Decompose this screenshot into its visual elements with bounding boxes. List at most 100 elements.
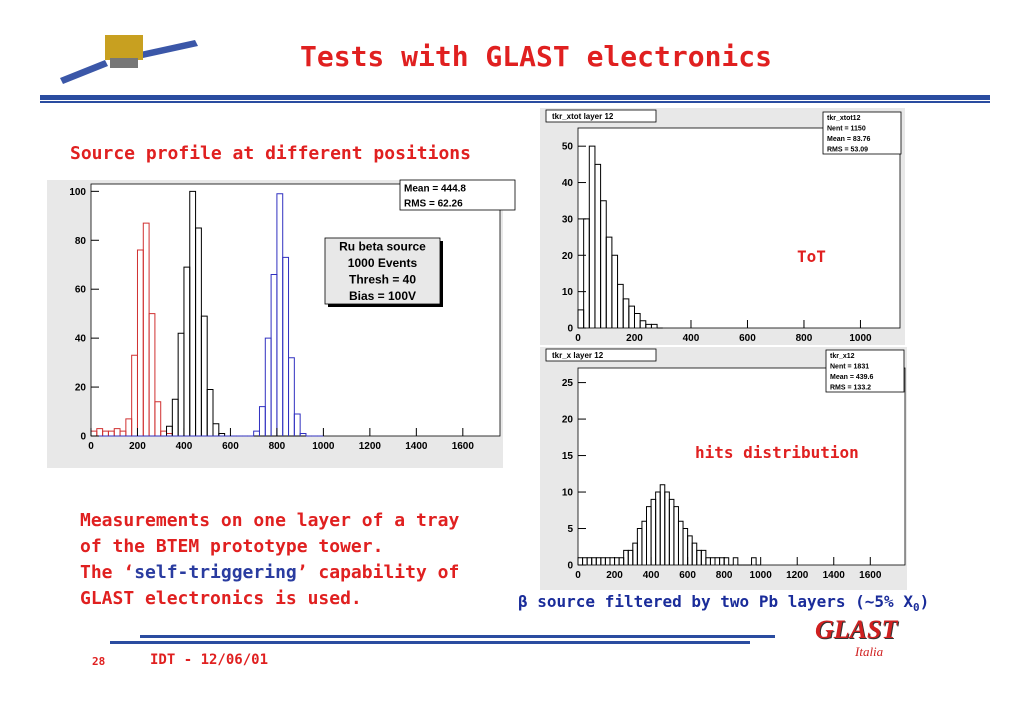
stats-line: Nent = 1150 (827, 125, 866, 132)
subscript: 0 (912, 601, 920, 615)
x-tick-label: 800 (716, 570, 733, 581)
plot-area (577, 367, 906, 566)
histogram-bin (751, 557, 757, 565)
title-box (545, 348, 657, 362)
x-tick-label: 800 (796, 333, 813, 344)
plot-area (90, 183, 501, 437)
histogram-bin (650, 323, 658, 328)
histogram-bin (148, 313, 156, 436)
histogram-bin (288, 357, 295, 436)
text: The ‘ (80, 562, 135, 583)
satellite-icon (60, 35, 198, 84)
y-tick-label: 0 (80, 432, 86, 443)
x-tick-label: 600 (739, 333, 756, 344)
footer-rule (140, 635, 775, 638)
annotation-line: Bias = 100V (349, 289, 416, 303)
y-tick-label: 0 (567, 561, 573, 572)
header-rule (40, 101, 990, 103)
x-tick-label: 200 (129, 441, 146, 452)
stats-line: RMS = 62.26 (404, 198, 463, 209)
y-tick-label: 50 (562, 142, 574, 153)
histogram-bin (212, 423, 220, 436)
text-line: GLAST electronics is used. (80, 588, 362, 609)
x-tick-label: 800 (269, 441, 286, 452)
stats-line: Nent = 1831 (830, 363, 869, 370)
y-tick-label: 20 (562, 415, 574, 426)
x-tick-label: 1000 (849, 333, 872, 344)
y-tick-label: 20 (562, 251, 574, 262)
histogram-bin (200, 315, 208, 436)
y-tick-label: 10 (562, 488, 574, 499)
y-tick-label: 20 (75, 383, 87, 394)
y-tick-label: 40 (562, 178, 574, 189)
caption: β source filtered by two Pb layers (~5% … (518, 592, 929, 614)
x-tick-label: 0 (575, 333, 581, 344)
y-tick-label: 15 (562, 451, 574, 462)
plot-area (577, 127, 901, 329)
x-tick-label: 600 (679, 570, 696, 581)
x-tick-label: 200 (606, 570, 623, 581)
x-tick-label: 400 (683, 333, 700, 344)
y-tick-label: 30 (562, 214, 574, 225)
text: ’ capability of (296, 562, 460, 583)
y-tick-label: 5 (567, 524, 573, 535)
footer-event: IDT - 12/06/01 (150, 652, 269, 668)
x-tick-label: 1200 (359, 441, 382, 452)
y-tick-label: 100 (69, 187, 86, 198)
annotation-box (324, 237, 441, 305)
histogram-chart: 0 5 10 15 20 25 0 200 400 600 800 1000 1200 1400 1600 t… (540, 347, 907, 590)
x-tick-label: 1400 (823, 570, 846, 581)
annotation-line: Thresh = 40 (349, 272, 416, 286)
y-tick-label: 80 (75, 236, 87, 247)
text: ) (919, 592, 930, 611)
annotation-line: Ru beta source (339, 239, 426, 253)
logo: GLAST (815, 615, 898, 644)
histogram-bin (299, 433, 307, 436)
plot-label: hits distribution (695, 443, 859, 462)
text-line: of the BTEM prototype tower. (80, 536, 384, 557)
text: β source filtered by two Pb layers (~5% … (518, 592, 913, 611)
chart-title: tkr_x layer 12 (552, 351, 604, 360)
subtitle: Source profile at different positions (70, 143, 471, 164)
x-tick-label: 400 (176, 441, 193, 452)
annotation-line: 1000 Events (348, 256, 418, 270)
stats-box (825, 349, 905, 393)
x-tick-label: 1000 (312, 441, 335, 452)
x-tick-label: 1000 (750, 570, 773, 581)
histogram-bin (732, 557, 739, 565)
histogram-bin (206, 389, 214, 436)
histogram-bin (154, 401, 162, 436)
y-tick-label: 40 (75, 334, 87, 345)
logo-sub: Italia (855, 644, 884, 659)
histogram-bin (218, 433, 226, 436)
x-tick-label: 1400 (405, 441, 428, 452)
stats-box (822, 111, 902, 155)
x-tick-label: 1600 (859, 570, 882, 581)
y-tick-label: 60 (75, 285, 87, 296)
histogram-bin (282, 256, 290, 436)
y-tick-label: 25 (562, 378, 574, 389)
stats-line: Mean = 439.6 (830, 374, 873, 381)
header-rule (40, 95, 990, 100)
x-tick-label: 0 (575, 570, 581, 581)
stats-line: RMS = 133.2 (830, 384, 871, 391)
page-number: 28 (92, 655, 106, 668)
chart-title: tkr_xtot layer 12 (552, 112, 614, 121)
text-line: The ‘self-triggering’ capability of (80, 560, 459, 586)
title: Tests with GLAST electronics (300, 40, 773, 73)
stats-line: tkr_x12 (830, 353, 855, 360)
x-tick-label: 1200 (786, 570, 809, 581)
text-line: Measurements on one layer of a tray (80, 510, 460, 531)
x-tick-label: 400 (643, 570, 660, 581)
x-tick-label: 200 (626, 333, 643, 344)
y-tick-label: 10 (562, 287, 574, 298)
histogram-chart: 0 10 20 30 40 50 0 200 400 600 800 1000 tkr_xtot lay… (540, 108, 905, 345)
emphasis: self-triggering (134, 562, 297, 583)
x-tick-label: 1600 (452, 441, 475, 452)
stats-line: Mean = 444.8 (404, 183, 466, 194)
histogram-bin (293, 413, 301, 436)
